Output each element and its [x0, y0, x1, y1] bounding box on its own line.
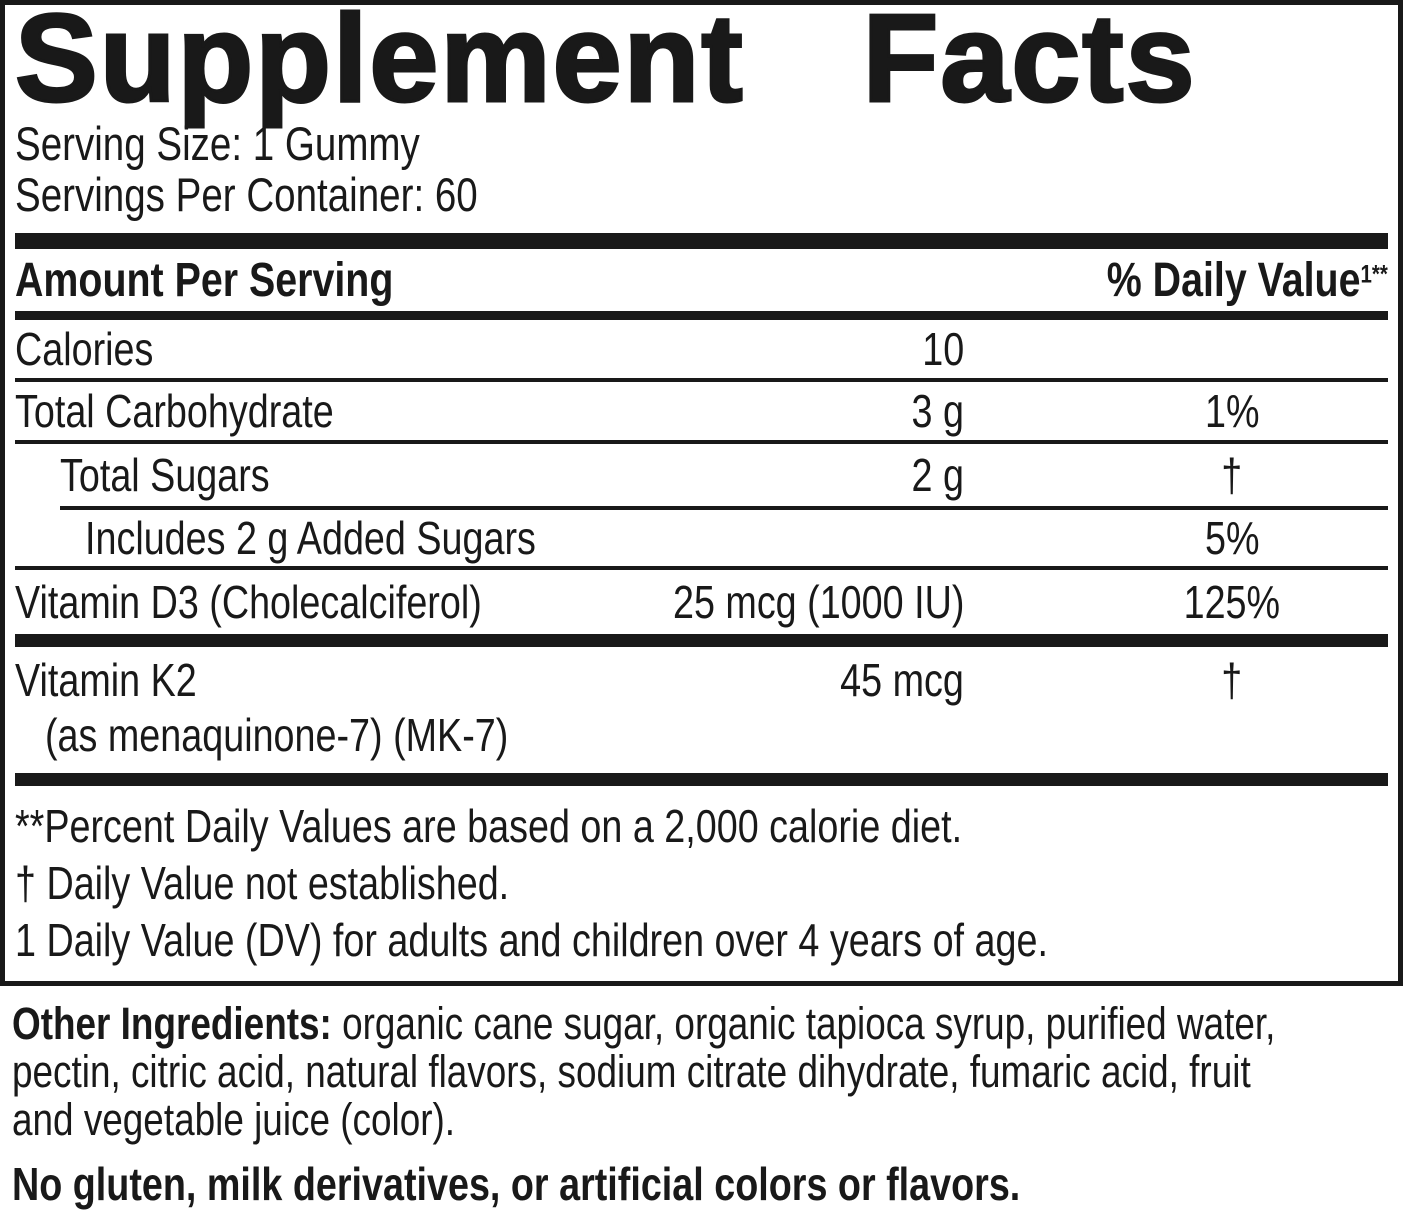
amount-per-serving-header: Amount Per Serving [15, 253, 394, 307]
row-separator-indented [60, 506, 1388, 510]
nutrient-amount: 25 mcg (1000 IU) [672, 576, 964, 628]
divider-heavy-top [15, 233, 1388, 249]
nutrient-dv: 125% [1183, 576, 1281, 628]
other-ingredients-label: Other Ingredients: [12, 998, 332, 1049]
nutrient-amount: 45 mcg [840, 654, 964, 706]
other-ingredients-line2: pectin, citric acid, natural flavors, so… [12, 1046, 1251, 1097]
other-ingredients-line1: organic cane sugar, organic tapioca syru… [342, 998, 1276, 1049]
footnote-dv-adults: 1 Daily Value (DV) for adults and childr… [15, 914, 1048, 966]
nutrient-name: Vitamin D3 (Cholecalciferol) [15, 576, 482, 628]
nutrient-amount: 3 g [911, 385, 964, 437]
daily-value-footnote-marker: 1** [1360, 259, 1388, 288]
table-header-row: Amount Per Serving % Daily Value1** [15, 249, 1388, 311]
nutrient-name: Calories [15, 323, 154, 375]
footnote-dagger: † Daily Value not established. [15, 857, 510, 909]
footnote-percent-dv: **Percent Daily Values are based on a 2,… [15, 800, 963, 852]
table-row-vitamin-d3: Vitamin D3 (Cholecalciferol) 25 mcg (100… [15, 570, 1388, 634]
nutrient-amount: 2 g [911, 449, 964, 501]
nutrient-name: Total Sugars [60, 449, 270, 501]
nutrient-dv: † [1221, 654, 1243, 706]
table-row-vitamin-k2: Vitamin K2 45 mcg † (as menaquinone-7) (… [15, 647, 1388, 773]
nutrient-amount: 10 [922, 323, 964, 375]
title-word-supplement: Supplement [14, 0, 745, 128]
divider-medium-header [15, 311, 1388, 320]
footnotes: **Percent Daily Values are based on a 2,… [15, 786, 1388, 981]
nutrient-dv: 1% [1204, 385, 1260, 437]
allergen-statement: No gluten, milk derivatives, or artifici… [12, 1158, 1021, 1210]
title-word-facts: Facts [861, 0, 1197, 128]
below-panel-text: Other Ingredients: organic cane sugar, o… [0, 986, 1403, 1210]
daily-value-header: % Daily Value1** [1106, 253, 1388, 307]
nutrient-name: Includes 2 g Added Sugars [85, 512, 536, 564]
nutrient-dv: 5% [1204, 512, 1260, 564]
supplement-facts-panel: Supplement Facts Serving Size: 1 Gummy S… [0, 0, 1403, 986]
nutrient-name-line2: (as menaquinone-7) (MK-7) [45, 709, 509, 761]
row-separator [15, 566, 1388, 570]
table-row-calories: Calories 10 [15, 320, 1388, 378]
row-separator [15, 440, 1388, 444]
servings-per-container: Servings Per Container: 60 [15, 168, 478, 221]
row-separator [15, 378, 1388, 382]
table-row-total-carbohydrate: Total Carbohydrate 3 g 1% [15, 382, 1388, 440]
divider-section-bottom [15, 773, 1388, 786]
divider-section [15, 634, 1388, 647]
nutrient-name: Vitamin K2 [15, 654, 197, 706]
other-ingredients: Other Ingredients: organic cane sugar, o… [12, 1000, 1392, 1144]
panel-title: Supplement Facts [14, 0, 1388, 128]
table-row-added-sugars: Includes 2 g Added Sugars 5% [15, 510, 1388, 566]
nutrient-name: Total Carbohydrate [15, 385, 334, 437]
table-row-total-sugars: Total Sugars 2 g † [15, 444, 1388, 506]
serving-size: Serving Size: 1 Gummy [15, 117, 420, 170]
nutrient-dv: † [1221, 449, 1243, 501]
other-ingredients-line3: and vegetable juice (color). [12, 1094, 456, 1145]
